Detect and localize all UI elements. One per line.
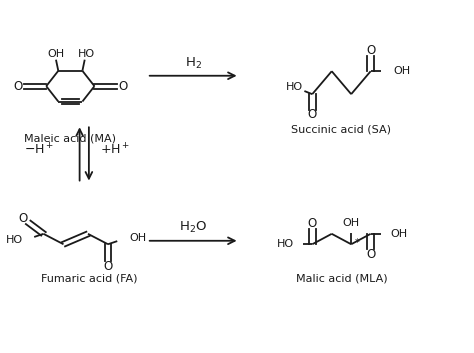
Text: Fumaric acid (FA): Fumaric acid (FA) xyxy=(41,274,137,284)
Text: Malic acid (MLA): Malic acid (MLA) xyxy=(296,274,387,284)
Text: O: O xyxy=(366,44,375,57)
Text: H$_2$: H$_2$ xyxy=(185,56,201,71)
Text: *: * xyxy=(355,238,359,248)
Text: H$_2$O: H$_2$O xyxy=(179,220,207,235)
Text: O: O xyxy=(308,108,317,121)
Text: OH: OH xyxy=(343,219,360,228)
Text: O: O xyxy=(103,260,113,273)
Text: O: O xyxy=(118,80,128,93)
Text: HO: HO xyxy=(286,82,303,91)
Text: O: O xyxy=(366,248,375,261)
Text: Succinic acid (SA): Succinic acid (SA) xyxy=(292,125,392,134)
Text: O: O xyxy=(18,212,27,225)
Text: OH: OH xyxy=(47,49,64,59)
Text: O: O xyxy=(13,80,23,93)
Text: Maleic acid (MA): Maleic acid (MA) xyxy=(24,133,116,143)
Text: HO: HO xyxy=(277,239,294,249)
Text: HO: HO xyxy=(6,235,23,245)
Text: $-$H$^+$: $-$H$^+$ xyxy=(24,143,54,158)
Text: O: O xyxy=(308,217,317,230)
Text: +H$^+$: +H$^+$ xyxy=(100,143,130,158)
Text: OH: OH xyxy=(129,233,146,243)
Text: OH: OH xyxy=(391,229,408,239)
Text: HO: HO xyxy=(78,49,95,59)
Text: OH: OH xyxy=(393,66,410,76)
